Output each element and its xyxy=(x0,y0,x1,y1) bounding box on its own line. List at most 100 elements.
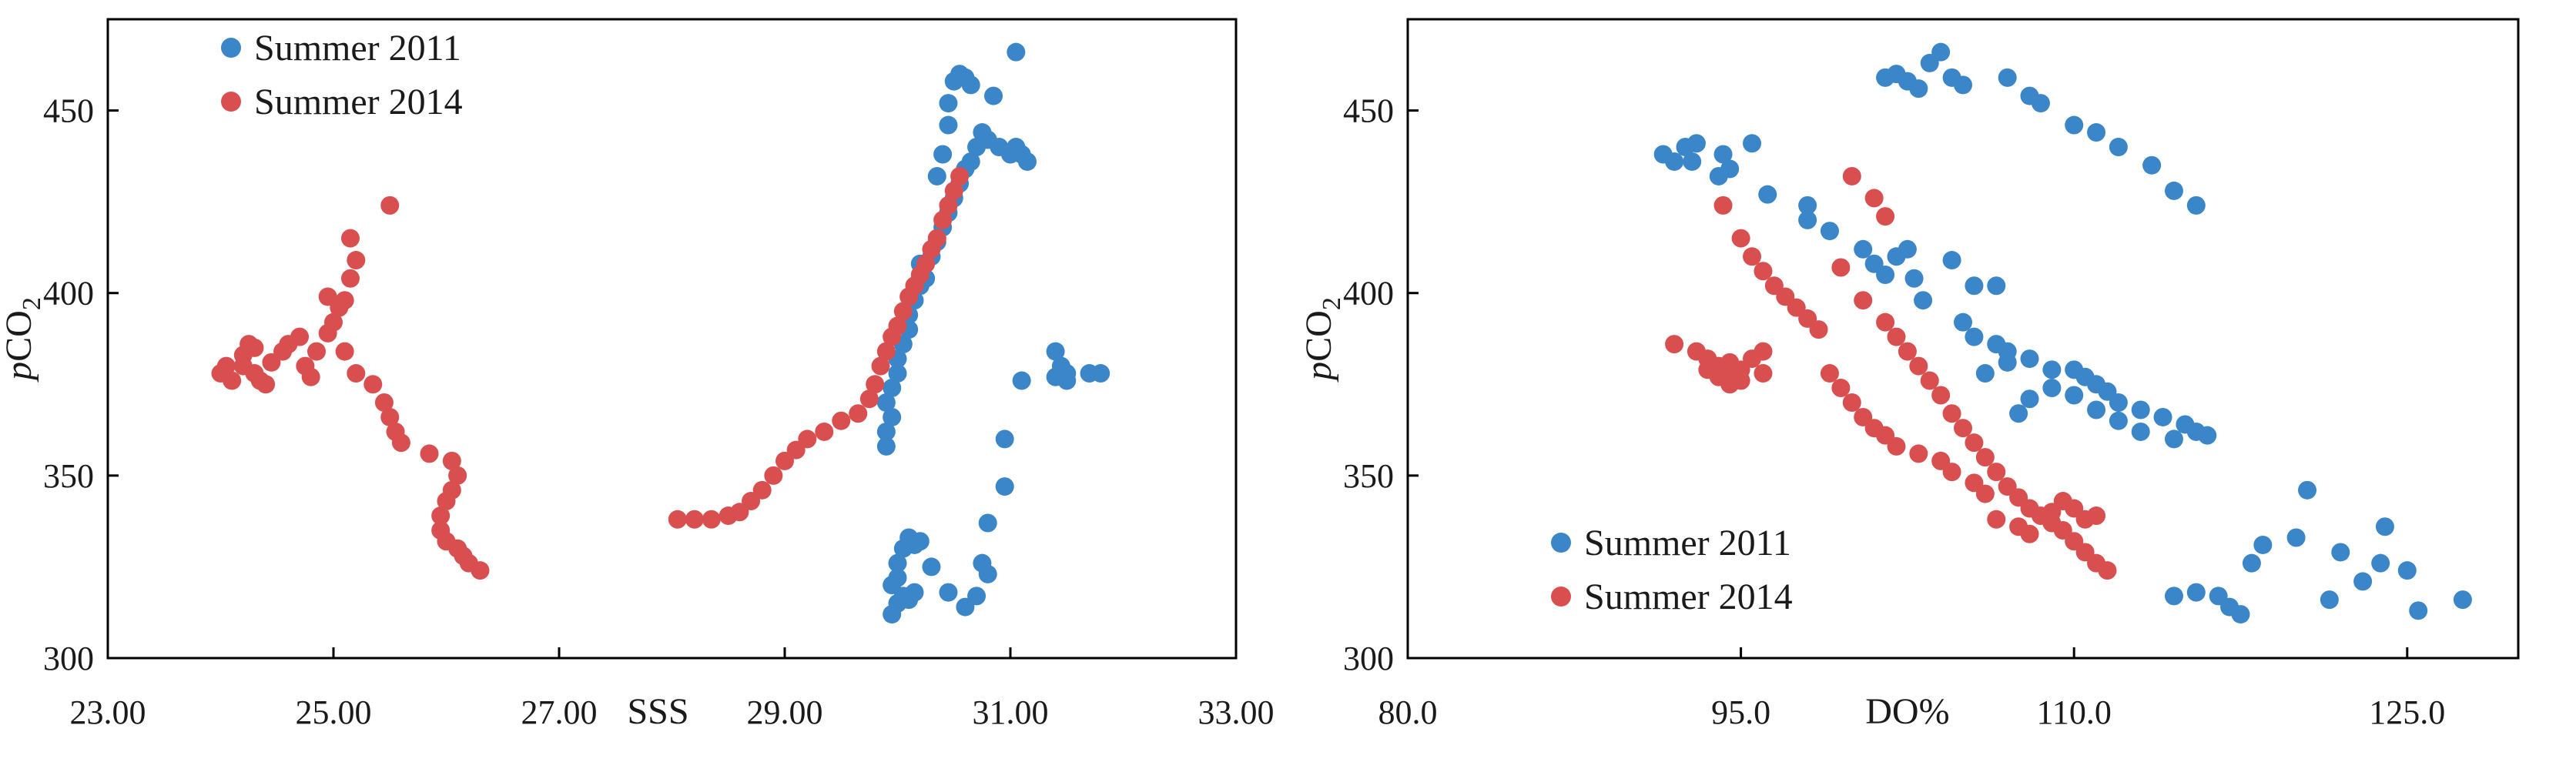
x-tick-label: 80.0 xyxy=(1378,693,1438,731)
data-point xyxy=(1954,312,1972,332)
data-point xyxy=(1758,185,1777,204)
data-point xyxy=(888,553,907,573)
data-point xyxy=(927,229,946,248)
x-tick-label: 31.00 xyxy=(973,693,1049,731)
data-point xyxy=(318,287,337,306)
data-point xyxy=(1975,364,1995,383)
data-point xyxy=(1942,463,1961,482)
data-point xyxy=(1798,210,1817,229)
data-point xyxy=(1931,386,1951,405)
y-tick-label: 350 xyxy=(1343,457,1394,495)
plot-frame xyxy=(1406,18,2520,660)
data-point xyxy=(1754,364,1773,383)
data-point xyxy=(448,466,467,485)
x-tick-label: 25.00 xyxy=(296,693,372,731)
data-point xyxy=(668,510,687,529)
y-tick-label: 300 xyxy=(1343,640,1394,677)
data-point xyxy=(888,316,907,336)
data-point xyxy=(1698,360,1717,379)
data-point xyxy=(437,492,456,511)
data-point xyxy=(893,539,913,558)
data-point xyxy=(1820,364,1839,383)
legend-label: Summer 2014 xyxy=(254,82,463,122)
legend-label: Summer 2011 xyxy=(1584,523,1791,563)
data-point xyxy=(832,411,851,430)
data-point xyxy=(764,466,783,485)
data-point xyxy=(301,367,320,386)
data-point xyxy=(927,166,946,185)
data-point xyxy=(1876,207,1895,226)
data-point xyxy=(1731,360,1750,379)
data-point xyxy=(1683,152,1702,171)
data-point xyxy=(2042,360,2062,379)
data-point xyxy=(995,429,1014,449)
data-point xyxy=(1820,222,1839,241)
data-point xyxy=(1842,393,1861,412)
data-point xyxy=(2231,605,2250,624)
data-point xyxy=(866,375,885,394)
series-summer-2011 xyxy=(1653,42,2472,624)
data-point xyxy=(1854,291,1873,310)
data-point xyxy=(2371,553,2390,573)
data-point xyxy=(340,229,360,248)
data-point xyxy=(2186,196,2206,215)
y-axis-title-sub: 2 xyxy=(1318,297,1346,310)
data-point xyxy=(2098,561,2117,580)
legend-marker xyxy=(221,92,241,112)
data-point xyxy=(347,364,366,383)
y-tick-label: 350 xyxy=(43,457,94,495)
x-tick-label: 23.00 xyxy=(70,693,146,731)
data-point xyxy=(391,433,410,453)
data-point xyxy=(335,342,354,361)
data-point xyxy=(1965,327,1984,346)
data-point xyxy=(876,422,896,441)
x-tick-label: 110.0 xyxy=(2037,693,2112,731)
x-axis-title: SSS xyxy=(627,691,688,732)
data-point xyxy=(347,251,366,270)
data-point xyxy=(2164,181,2183,200)
data-point xyxy=(2131,422,2150,441)
x-tick-label: 95.0 xyxy=(1711,693,1770,731)
data-point xyxy=(2286,528,2306,547)
data-point xyxy=(1007,42,1026,62)
data-point xyxy=(961,152,980,171)
data-point xyxy=(883,379,902,398)
data-point xyxy=(888,364,907,383)
data-point xyxy=(363,375,383,394)
data-point xyxy=(2164,587,2183,606)
data-point xyxy=(1898,239,1917,259)
y-axis-title-sub: 2 xyxy=(18,297,46,310)
data-point xyxy=(1665,335,1684,354)
data-point xyxy=(1931,42,1951,62)
y-axis-title-italic: p xyxy=(1298,362,1339,383)
data-point xyxy=(995,477,1014,496)
data-point xyxy=(1954,419,1972,438)
series-summer-2014 xyxy=(1665,166,2117,580)
data-point xyxy=(859,389,879,409)
data-point xyxy=(939,94,958,113)
data-point xyxy=(1987,510,2006,529)
y-axis-title: pCO2 xyxy=(1298,297,1346,383)
data-point xyxy=(1965,276,1984,296)
data-point xyxy=(899,590,919,610)
data-point xyxy=(380,407,400,426)
data-point xyxy=(380,196,400,215)
data-point xyxy=(1909,356,1928,376)
data-point xyxy=(883,407,902,426)
data-point xyxy=(2397,561,2417,580)
x-tick-label: 33.00 xyxy=(1198,693,1275,731)
data-point xyxy=(1743,134,1762,153)
y-axis-title-italic: p xyxy=(0,362,39,383)
data-point xyxy=(876,393,896,412)
data-point xyxy=(1665,152,1684,171)
y-axis-title-base: CO xyxy=(0,310,39,362)
data-point xyxy=(1920,371,1939,390)
y-tick-label: 450 xyxy=(1343,92,1394,130)
data-point xyxy=(307,342,327,361)
data-point xyxy=(1057,364,1077,383)
chart-do-panel: 300 350 400 450 80.0 95.0 110.0 125.0 DO% pCO2 Sum… xyxy=(1298,18,2520,732)
legend-label: Summer 2011 xyxy=(254,28,461,69)
data-point xyxy=(2409,601,2428,620)
data-point xyxy=(2186,583,2206,602)
